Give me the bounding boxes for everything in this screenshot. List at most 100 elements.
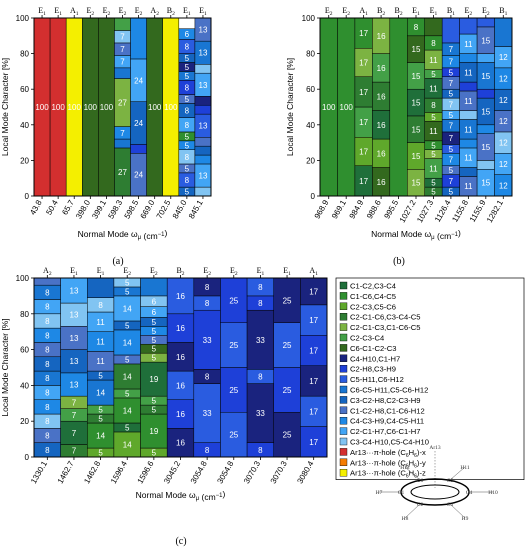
segment-label: 8 <box>258 372 263 381</box>
x-tick-label: 969.1 <box>330 198 348 220</box>
segment-label: 100 <box>100 103 114 112</box>
segment-label: 8 <box>45 303 50 312</box>
segment-label: 8 <box>185 121 190 130</box>
segment-label: 25 <box>229 431 238 440</box>
legend-swatch <box>339 406 348 414</box>
bar-segment <box>166 370 195 400</box>
symmetry-label: E1 <box>199 6 207 17</box>
atom-label: C1 <box>398 490 405 496</box>
bar-43.8: 100 <box>33 17 51 197</box>
symmetry-label: E1 <box>70 266 78 277</box>
symmetry-label: E1 <box>412 6 420 17</box>
bar-3054.8: 25 25 25 25 <box>220 277 248 458</box>
segment-label: 7 <box>449 79 454 88</box>
x-tick-label: 984.9 <box>348 198 366 220</box>
legend-label: C2-C3-C4 <box>350 334 384 343</box>
symmetry-label: E2 <box>123 266 131 277</box>
segment-label: 8 <box>414 23 419 32</box>
bar-segment <box>193 383 221 443</box>
segment-label: 16 <box>176 324 185 333</box>
symmetry-label: B1 <box>499 6 507 17</box>
atom-label: H7 <box>376 490 383 496</box>
segment-label: 25 <box>283 431 292 440</box>
x-axis-label: Normal Mode ωμ (cm−1) <box>136 489 226 502</box>
segment-label: 7 <box>449 45 454 54</box>
bar-segment <box>459 81 478 92</box>
segment-label: 8 <box>45 374 50 383</box>
symmetry-label: A1 <box>309 266 318 277</box>
segment-label: 17 <box>309 438 318 447</box>
segment-label: 33 <box>203 336 212 345</box>
x-tick-label: 398.0 <box>74 198 92 220</box>
legend-label: C5-H11,C6-H12 <box>350 375 404 384</box>
segment-label: 16 <box>377 64 386 73</box>
segment-label: 13 <box>70 287 79 296</box>
segment-label: 8 <box>45 288 50 297</box>
segment-label: 25 <box>283 386 292 395</box>
bar-1027.2: 15 15 15 15 15 15 8 <box>407 17 425 197</box>
segment-label: 17 <box>309 287 318 296</box>
bar-968.9: 100 <box>319 17 338 197</box>
legend-label: C3-C4-H10,C5-C4-H10 <box>350 438 429 447</box>
segment-label: 7 <box>72 411 77 420</box>
bar-669.0: 100 <box>146 17 163 197</box>
bar-segment <box>459 110 478 120</box>
segment-label: 13 <box>199 81 208 90</box>
y-tick-label: 40 <box>20 121 29 130</box>
bar-segment <box>130 144 147 154</box>
bar-segment <box>87 277 115 298</box>
bar-segment <box>113 363 141 390</box>
panel-label: (a) <box>112 256 123 267</box>
legend-swatch <box>339 302 348 310</box>
bar-segment <box>113 295 141 322</box>
symmetry-label: E2 <box>465 6 473 17</box>
molecule-diagram: Ar13 H12 H11 H7 C1 C4 H10 C6 C5 C2 C3 H8 H9 <box>376 445 498 522</box>
segment-label: 8 <box>45 417 50 426</box>
segment-label: 19 <box>149 375 158 384</box>
segment-label: 27 <box>118 99 127 108</box>
segment-label: 25 <box>229 296 238 305</box>
segment-label: 5 <box>431 179 436 188</box>
segment-label: 5 <box>185 95 190 104</box>
segment-label: 17 <box>359 118 368 127</box>
legend-item: C2-H8,C3-H9 <box>339 365 396 374</box>
x-tick-label: 3054.8 <box>189 459 209 485</box>
bar-segment <box>300 395 328 427</box>
bar-segment <box>459 138 478 149</box>
segment-label: 11 <box>464 182 473 191</box>
bar-65.7: 100 <box>65 17 83 197</box>
segment-label: 5 <box>98 406 103 415</box>
x-tick-label: 598.3 <box>106 198 124 220</box>
symmetry-label: E2 <box>342 6 350 17</box>
y-tick-label: 20 <box>306 156 315 165</box>
segment-label: 14 <box>123 372 132 381</box>
symmetry-label: E1 <box>38 6 46 17</box>
atom-label: H9 <box>462 516 469 522</box>
legend-item: Ar13···π-hole (C6H6)-z <box>339 469 426 480</box>
segment-label: 24 <box>134 76 143 85</box>
ch-bond <box>449 503 466 519</box>
y-tick-label: 40 <box>20 381 29 390</box>
segment-label: 5 <box>152 406 157 415</box>
atom-label: C5 <box>447 478 454 484</box>
bar-984.9: 17 17 17 17 17 17 <box>354 17 373 197</box>
segment-label: 12 <box>499 75 508 84</box>
bar-segment <box>300 426 328 458</box>
segment-label: 7 <box>449 58 454 67</box>
symmetry-label: B2 <box>377 6 385 17</box>
segment-label: 5 <box>431 141 436 150</box>
y-axis-label: Local Mode Character [%] <box>285 58 295 156</box>
legend-box <box>335 277 525 480</box>
x-tick-label: 669.0 <box>139 198 157 220</box>
bar-segment <box>300 304 328 336</box>
segment-label: 5 <box>152 327 157 336</box>
y-tick-label: 0 <box>311 192 316 201</box>
legend-swatch <box>339 354 348 362</box>
segment-label: 33 <box>256 336 265 345</box>
ch-bond <box>404 466 421 481</box>
segment-label: 5 <box>185 54 190 63</box>
panel-label: (c) <box>175 536 186 547</box>
x-tick-label: 1596.4 <box>109 459 129 485</box>
chart-panel-b: 100 1001717171717171616161616161515151515… <box>285 6 513 267</box>
bar-1282.1: 12 12 12 12 12 12 12 <box>494 17 513 197</box>
